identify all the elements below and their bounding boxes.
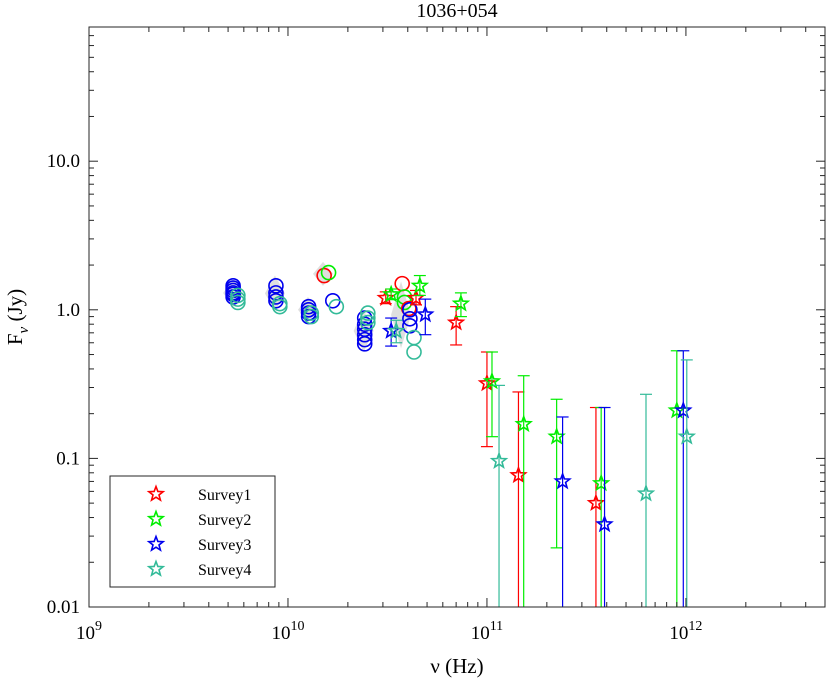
ground-measurement-layer bbox=[225, 264, 422, 360]
ground-circle-marker bbox=[402, 301, 418, 318]
star-marker bbox=[677, 426, 697, 445]
legend-label: Survey4 bbox=[198, 562, 251, 579]
x-tick-label: 1011 bbox=[471, 619, 503, 644]
star-marker bbox=[636, 483, 656, 502]
x-tick-label-base: 10 bbox=[76, 623, 95, 644]
ground-circle-marker bbox=[316, 267, 332, 284]
ground-circle-marker bbox=[272, 298, 288, 315]
x-tick-label: 1010 bbox=[271, 619, 304, 644]
star-marker bbox=[489, 451, 509, 469]
x-tick-label-base: 10 bbox=[471, 623, 490, 644]
ground-circle-marker bbox=[360, 314, 376, 331]
star-marker bbox=[446, 312, 466, 331]
x-tick-label-base: 10 bbox=[271, 623, 290, 644]
star-marker bbox=[410, 276, 430, 294]
chart-title: 1036+054 bbox=[416, 0, 497, 22]
ground-circle-marker bbox=[303, 305, 320, 321]
legend-box bbox=[109, 475, 276, 588]
ground-circle-marker bbox=[360, 310, 376, 326]
star-marker bbox=[451, 293, 471, 312]
star-marker bbox=[482, 371, 502, 390]
legend-star-icon bbox=[146, 509, 166, 527]
ground-circle-marker bbox=[230, 287, 246, 304]
legend-star-icon bbox=[146, 559, 166, 577]
legend-label: Survey3 bbox=[198, 537, 251, 554]
ground-circle-marker bbox=[268, 285, 284, 301]
x-tick-label: 1012 bbox=[669, 619, 702, 644]
legend-label: Survey2 bbox=[198, 512, 251, 529]
y-axis-title: Fν (Jy) bbox=[3, 289, 32, 345]
legend-star-icon bbox=[146, 484, 166, 502]
ground-circle-marker bbox=[328, 298, 345, 315]
y-axis-title-sub: ν bbox=[16, 326, 32, 333]
ground-circle-marker bbox=[303, 308, 320, 325]
legend-label: Survey1 bbox=[198, 487, 251, 504]
star-marker bbox=[591, 473, 611, 492]
ground-circle-marker bbox=[356, 336, 373, 352]
y-axis-title-main: F bbox=[3, 333, 27, 345]
x-tick-label-exponent: 12 bbox=[688, 619, 702, 634]
ground-circle-marker bbox=[268, 278, 284, 294]
x-axis-title: ν (Hz) bbox=[430, 654, 483, 678]
y-axis-title-unit: (Jy) bbox=[3, 289, 27, 327]
y-tick-label: 1.0 bbox=[56, 300, 80, 321]
x-tick-label: 109 bbox=[76, 619, 102, 644]
legend-star-icon bbox=[146, 534, 166, 552]
star-marker bbox=[381, 284, 401, 303]
ground-circle-marker bbox=[356, 331, 373, 348]
x-tick-label-base: 10 bbox=[669, 623, 688, 644]
star-marker bbox=[416, 304, 435, 323]
ground-circle-marker bbox=[320, 264, 337, 281]
ground-circle-marker bbox=[402, 310, 418, 327]
legend: Survey1 Survey2 Survey3 Survey4 bbox=[109, 475, 276, 588]
survey-series-layer bbox=[376, 274, 697, 607]
ground-circle-marker bbox=[230, 294, 246, 311]
ground-circle-marker bbox=[356, 326, 373, 343]
star-marker bbox=[514, 414, 534, 433]
ground-circle-marker bbox=[406, 344, 422, 360]
ground-circle-marker bbox=[360, 305, 376, 321]
x-tick-label-exponent: 10 bbox=[290, 619, 304, 634]
x-tick-label-exponent: 11 bbox=[490, 619, 503, 634]
y-tick-label: 0.01 bbox=[47, 597, 80, 618]
x-tick-label-exponent: 9 bbox=[95, 619, 102, 634]
axes bbox=[88, 26, 826, 608]
star-marker bbox=[595, 514, 614, 533]
star-marker bbox=[386, 321, 406, 339]
star-marker bbox=[673, 400, 693, 419]
ground-circle-marker bbox=[401, 300, 417, 317]
star-marker bbox=[553, 471, 572, 490]
y-tick-label: 0.1 bbox=[56, 448, 80, 469]
y-tick-label: 10.0 bbox=[47, 151, 80, 172]
